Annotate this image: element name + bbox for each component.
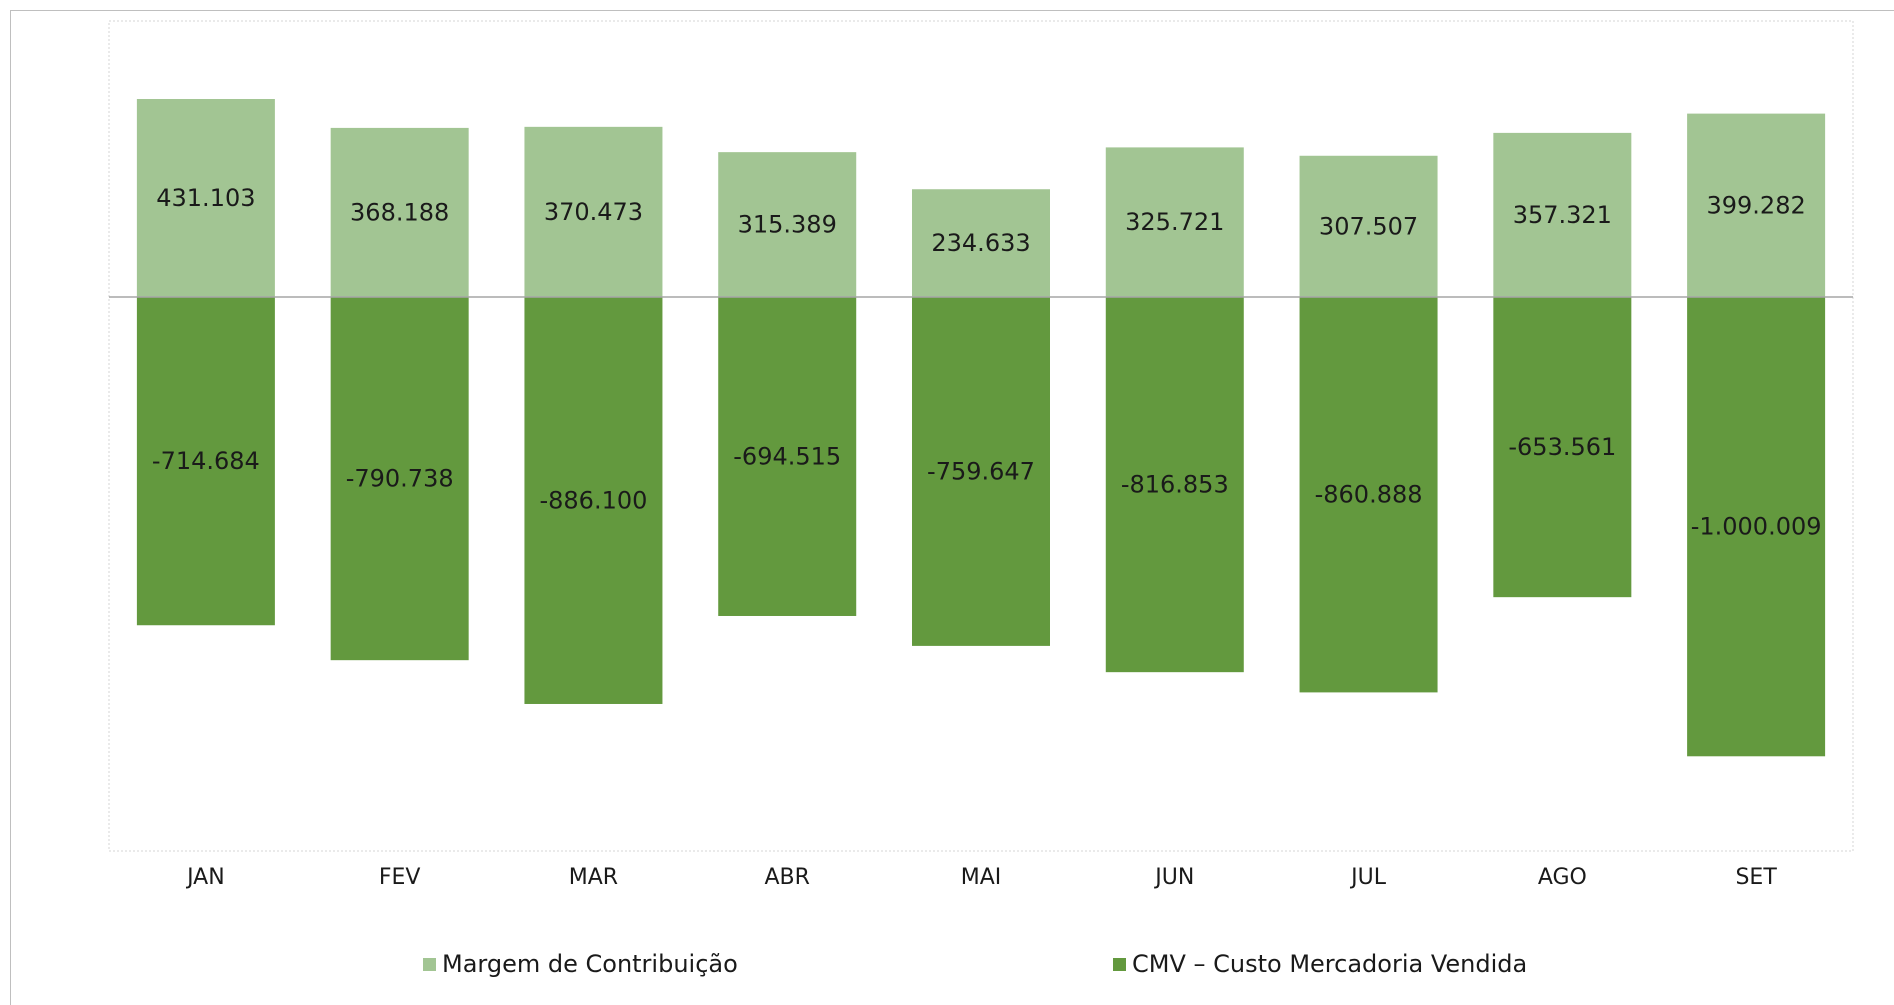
data-label-margem-jun: 325.721 (1125, 208, 1224, 236)
chart-frame (10, 10, 1894, 1005)
x-tick-label-mai: MAI (961, 865, 1002, 890)
bar-cmv-set (1687, 297, 1826, 757)
data-label-margem-mai: 234.633 (931, 229, 1030, 257)
data-label-margem-set: 399.282 (1706, 191, 1805, 219)
bar-margem-set (1687, 113, 1826, 297)
legend-swatch-cmv (1113, 957, 1126, 971)
data-label-margem-jul: 307.507 (1319, 212, 1418, 240)
data-label-cmv-fev: -790.738 (346, 465, 454, 493)
bar-cmv-jul (1299, 297, 1438, 693)
bar-margem-mar (524, 126, 663, 297)
data-label-margem-jan: 431.103 (156, 184, 255, 212)
x-tick-label-jul: JUL (1349, 865, 1387, 890)
data-labels-group: 431.103 -714.684 368.188 -790.738 370.473 -88… (152, 184, 1822, 541)
legend-label-cmv: CMV – Custo Mercadoria Vendida (1132, 950, 1528, 978)
bar-margem-ago (1493, 132, 1632, 297)
bar-cmv-fev (330, 297, 469, 661)
x-tick-label-jan: JAN (185, 865, 225, 890)
bar-cmv-jan (136, 297, 275, 626)
data-label-cmv-jun: -816.853 (1121, 471, 1229, 499)
plot-area-border (108, 20, 1854, 852)
bar-cmv-jun (1105, 297, 1244, 673)
x-tick-label-ago: AGO (1538, 865, 1587, 890)
bar-cmv-ago (1493, 297, 1632, 598)
bar-margem-mai (912, 189, 1050, 297)
data-label-cmv-abr: -694.515 (733, 442, 841, 470)
bar-margem-jan (136, 99, 275, 297)
bars-group (136, 99, 1826, 757)
bar-margem-jun (1105, 147, 1244, 297)
x-tick-label-mar: MAR (569, 865, 618, 890)
data-label-margem-abr: 315.389 (738, 211, 837, 239)
data-label-cmv-jul: -860.888 (1315, 481, 1423, 509)
x-tick-labels-group: JAN FEV MAR ABR MAI JUN JUL AGO SET (185, 865, 1777, 890)
data-label-cmv-set: -1.000.009 (1691, 513, 1822, 541)
x-tick-label-fev: FEV (379, 865, 421, 890)
legend-item-cmv: CMV – Custo Mercadoria Vendida (1113, 950, 1527, 978)
legend: Margem de Contribuição CMV – Custo Merca… (0, 950, 1894, 980)
bar-margem-jul (1299, 155, 1438, 297)
data-label-margem-fev: 368.188 (350, 198, 449, 226)
data-label-cmv-mai: -759.647 (927, 457, 1035, 485)
bar-cmv-mai (912, 297, 1050, 646)
bar-margem-fev (330, 127, 469, 297)
data-label-cmv-jan: -714.684 (152, 447, 260, 475)
data-label-cmv-mar: -886.100 (539, 486, 647, 514)
legend-swatch-margem (423, 957, 436, 971)
legend-item-margem: Margem de Contribuição (423, 950, 738, 978)
x-tick-label-jun: JUN (1153, 865, 1194, 890)
x-tick-label-set: SET (1735, 865, 1777, 890)
data-label-margem-ago: 357.321 (1513, 201, 1612, 229)
bar-cmv-abr (718, 297, 857, 616)
x-tick-label-abr: ABR (765, 865, 810, 890)
legend-label-margem: Margem de Contribuição (442, 950, 738, 978)
bar-cmv-mar (524, 297, 663, 704)
data-label-margem-mar: 370.473 (544, 198, 643, 226)
data-label-cmv-ago: -653.561 (1508, 433, 1616, 461)
bar-margem-abr (718, 152, 857, 297)
